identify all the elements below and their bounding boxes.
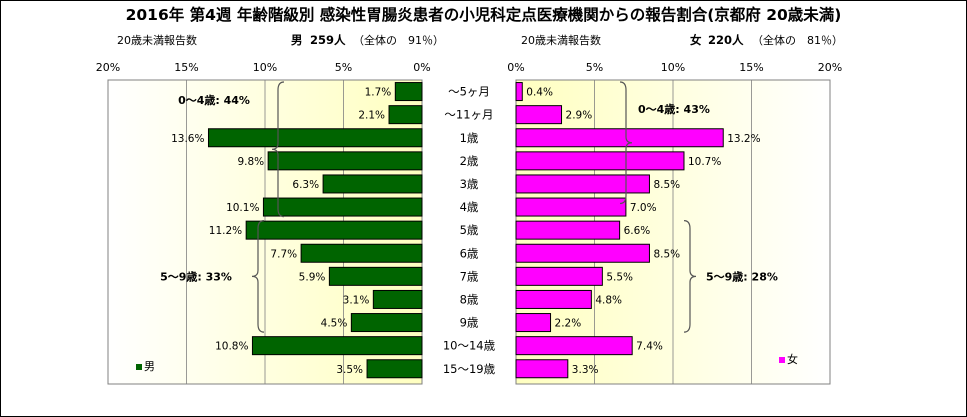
female-value-label: 6.6%	[624, 225, 651, 237]
male-axis-tick-label: 15%	[174, 61, 198, 74]
female-bar	[515, 359, 569, 379]
female-axis-tick-label: 10%	[661, 61, 685, 74]
male-value-label: 6.3%	[292, 179, 319, 191]
female-bar	[515, 220, 621, 240]
male-header-label: 20歳未満報告数	[117, 34, 197, 47]
male-bar	[251, 336, 423, 356]
category-label: 1歳	[460, 131, 479, 145]
female-bar	[515, 266, 603, 286]
category-label: 9歳	[460, 316, 479, 330]
female-bar	[515, 105, 563, 125]
female-header-sex: 女	[690, 33, 702, 47]
female-value-label: 13.2%	[727, 133, 760, 145]
male-axis-tick-label: 20%	[96, 61, 120, 74]
male-value-label: 7.7%	[270, 248, 297, 260]
male-header-count: 259人	[310, 33, 346, 47]
category-label: 5歳	[460, 223, 479, 237]
male-bar	[394, 82, 423, 102]
female-header-count: 220人	[708, 33, 744, 47]
female-value-label: 7.4%	[636, 341, 663, 353]
category-label: 4歳	[460, 200, 479, 214]
female-bar	[515, 289, 592, 309]
female-axis-tick-label: 5%	[586, 61, 603, 74]
category-label: 6歳	[460, 246, 479, 260]
male-value-label: 11.2%	[209, 225, 242, 237]
female-value-label: 8.5%	[653, 248, 680, 260]
male-bar	[262, 197, 423, 217]
female-value-label: 7.0%	[630, 202, 657, 214]
category-label: 7歳	[460, 269, 479, 283]
male-header-share: （全体の 91％）	[353, 33, 444, 47]
male-bar	[245, 220, 423, 240]
male-axis-tick-label: 0%	[413, 61, 430, 74]
female-axis-tick-label: 20%	[818, 61, 842, 74]
male-bar	[300, 243, 423, 263]
male-bar	[207, 128, 423, 148]
male-brace-5-9	[251, 220, 265, 333]
male-brace-0-4	[271, 81, 285, 218]
male-value-label: 10.1%	[226, 202, 259, 214]
male-axis-tick-label: 10%	[253, 61, 277, 74]
female-bar	[515, 197, 627, 217]
female-legend-swatch	[779, 357, 785, 363]
male-value-label: 9.8%	[237, 156, 264, 168]
male-value-label: 5.9%	[299, 271, 326, 283]
female-value-label: 0.4%	[526, 87, 553, 99]
female-value-label: 5.5%	[606, 271, 633, 283]
male-value-label: 3.5%	[336, 364, 363, 376]
female-bar	[515, 336, 633, 356]
male-bar	[267, 151, 423, 171]
female-annotation-0-4: 0～4歳: 43%	[638, 102, 710, 116]
male-value-label: 2.1%	[358, 110, 385, 122]
male-annotation-0-4: 0～4歳: 44%	[178, 93, 250, 107]
female-brace-5-9	[683, 220, 697, 333]
female-value-label: 8.5%	[653, 179, 680, 191]
male-bar	[366, 359, 423, 379]
male-axis-tick-label: 5%	[335, 61, 352, 74]
female-bar	[515, 174, 650, 194]
male-bar	[322, 174, 423, 194]
female-bar	[515, 243, 650, 263]
female-bar	[515, 82, 523, 102]
female-annotation-5-9: 5～9歳: 28%	[706, 269, 778, 283]
category-label: ～11ヶ月	[444, 108, 493, 122]
female-legend-label: 女	[787, 352, 798, 366]
male-bar	[328, 266, 423, 286]
category-label: 10～14歳	[443, 339, 496, 353]
male-value-label: 13.6%	[171, 133, 204, 145]
chart-title: 2016年 第4週 年齢階級別 感染性胃腸炎患者の小児科定点医療機関からの報告割…	[125, 6, 842, 24]
female-value-label: 3.3%	[572, 364, 599, 376]
male-annotation-5-9: 5～9歳: 33%	[160, 269, 232, 283]
female-bar	[515, 151, 685, 171]
female-header-share: （全体の 81％）	[752, 33, 843, 47]
male-value-label: 4.5%	[321, 318, 348, 330]
category-label: 8歳	[460, 292, 479, 306]
category-label: 15～19歳	[443, 362, 496, 376]
male-value-label: 1.7%	[365, 87, 392, 99]
female-value-label: 10.7%	[688, 156, 721, 168]
female-value-label: 4.8%	[595, 294, 622, 306]
female-axis-tick-label: 0%	[507, 61, 524, 74]
male-value-label: 3.1%	[343, 294, 370, 306]
category-label: 2歳	[460, 154, 479, 168]
male-header-sex: 男	[291, 33, 303, 47]
female-brace-0-4	[619, 81, 633, 205]
male-bar	[388, 105, 423, 125]
female-bar	[515, 128, 724, 148]
female-bar	[515, 313, 552, 333]
male-bar	[350, 313, 423, 333]
female-value-label: 2.2%	[555, 318, 582, 330]
category-label: ～5ヶ月	[448, 85, 490, 99]
female-value-label: 2.9%	[566, 110, 593, 122]
male-bar	[372, 289, 423, 309]
male-legend-label: 男	[144, 360, 155, 373]
female-axis-tick-label: 15%	[739, 61, 763, 74]
category-label: 3歳	[460, 177, 479, 191]
female-header-label: 20歳未満報告数	[521, 34, 601, 47]
male-value-label: 10.8%	[215, 341, 248, 353]
male-legend-swatch	[136, 364, 142, 370]
